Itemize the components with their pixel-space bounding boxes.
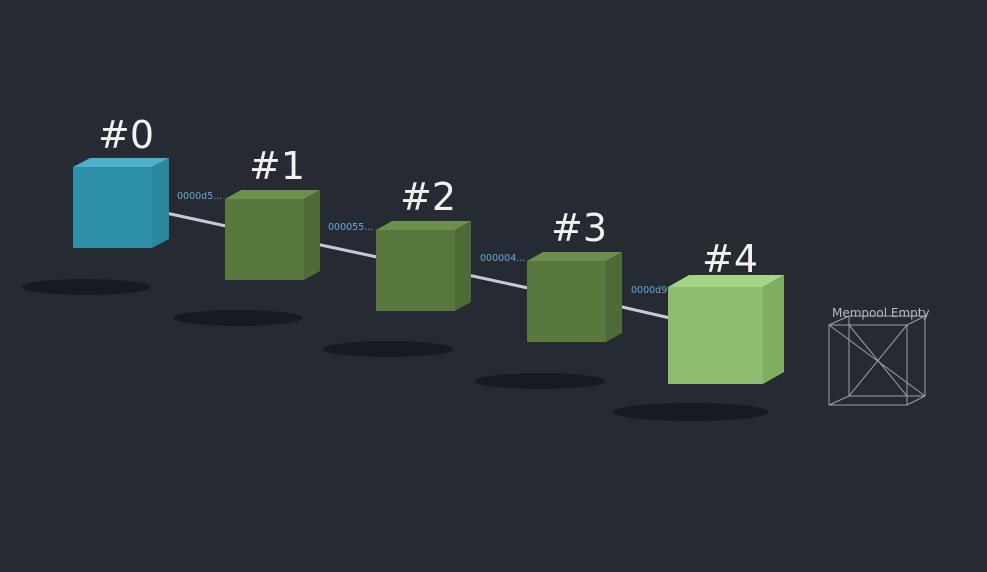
block-4-side [763,275,784,384]
block-1[interactable]: #1 [225,144,320,280]
block-3-shadow [474,373,606,389]
block-2-shadow [322,341,454,357]
block-1-shadow [173,310,303,326]
block-1-side [304,190,320,280]
mempool-front-face [828,324,908,406]
shadows [21,279,769,421]
block-1-front [225,199,304,280]
mempool-edge-tr [906,315,926,326]
mempool-diagonal-2 [848,324,908,397]
block-3-top [527,252,622,261]
block-3[interactable]: #3 [527,206,622,342]
block-2-front [376,230,455,311]
block-1-top [225,190,320,199]
link-hash-3: 0000d9... [631,285,676,296]
block-4-label: #4 [702,237,758,281]
block-4[interactable]: #4 [668,237,784,384]
mempool-back-face [848,315,926,397]
mempool-diagonal-3 [828,324,926,397]
mempool-edge-bl [828,395,850,406]
block-4-front [668,287,763,384]
block-1-label: #1 [249,144,305,188]
block-0[interactable]: #0 [73,113,169,248]
block-2-top [376,221,471,230]
mempool-edge-tl [828,315,850,326]
block-0-label: #0 [98,113,154,157]
block-3-front [527,261,606,342]
block-2-label: #2 [400,175,456,219]
block-2[interactable]: #2 [376,175,471,311]
mempool[interactable]: Mempool Empty [828,306,930,406]
block-0-top [73,158,169,167]
link-hash-2: 000004... [480,253,525,264]
block-3-side [606,252,622,342]
mempool-edge-br [906,395,926,406]
block-0-front [73,167,152,248]
mempool-label: Mempool Empty [832,306,930,320]
block-2-side [455,221,471,311]
block-0-side [152,158,169,248]
block-3-label: #3 [551,206,607,250]
block-4-shadow [613,403,769,421]
link-hash-1: 000055... [328,222,373,233]
link-hash-0: 0000d5... [177,191,222,202]
block-4-top [668,275,784,287]
block-0-shadow [21,279,151,295]
